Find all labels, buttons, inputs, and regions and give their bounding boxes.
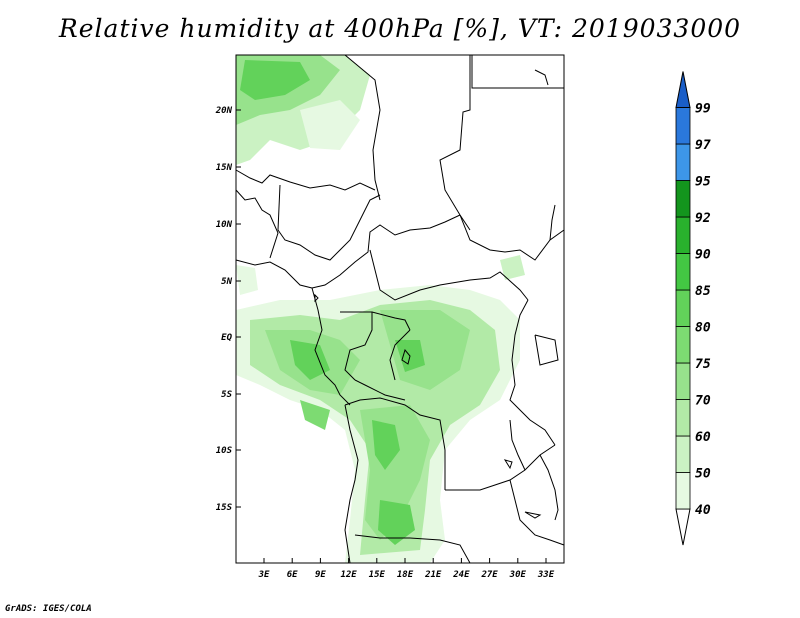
colorbar-label: 85 (695, 284, 711, 299)
lat-tick-label: EQ (221, 333, 232, 343)
colorbar-segment (675, 180, 691, 218)
lon-tick-label: 27E (480, 570, 498, 580)
colorbar-label: 99 (695, 102, 711, 117)
colorbar-segment (675, 216, 691, 254)
colorbar: 40 50 60 70 75 80 85 90 92 95 97 99 (675, 71, 711, 546)
colorbar-label: 60 (695, 430, 711, 445)
colorbar-segment (675, 362, 691, 400)
colorbar-label: 40 (695, 503, 711, 518)
map-panel (235, 54, 565, 564)
lat-tick-label: 10S (216, 446, 233, 456)
colorbar-segment (675, 472, 691, 510)
lon-tick-label: 33E (537, 570, 555, 580)
colorbar-label: 95 (695, 175, 711, 190)
lon-tick-label: 21E (424, 570, 442, 580)
colorbar-label: 97 (695, 138, 711, 153)
colorbar-label: 50 (695, 467, 711, 482)
lon-tick-label: 3E (258, 570, 270, 580)
colorbar-label: 70 (695, 394, 711, 409)
lat-tick-label: 20N (215, 106, 233, 116)
lon-tick-label: 30E (509, 570, 527, 580)
country-borders (235, 54, 565, 564)
colorbar-segment (675, 289, 691, 327)
colorbar-segment (675, 399, 691, 437)
longitude-axis: 3E 6E 9E 12E 15E 18E 21E 24E 27E 30E 33E (258, 558, 555, 580)
colorbar-segment (675, 326, 691, 364)
lon-tick-label: 24E (452, 570, 470, 580)
colorbar-label: 80 (695, 321, 711, 336)
lat-tick-label: 15N (216, 163, 233, 173)
colorbar-segment (675, 253, 691, 291)
colorbar-label: 75 (695, 357, 711, 372)
colorbar-segment (675, 143, 691, 181)
lon-tick-label: 6E (287, 570, 298, 580)
lon-tick-label: 9E (315, 570, 326, 580)
colorbar-label: 90 (695, 248, 711, 263)
colorbar-segment (675, 435, 691, 473)
colorbar-upper-arrow (675, 71, 691, 108)
lon-tick-label: 12E (340, 570, 357, 580)
colorbar-segment (675, 107, 691, 145)
lat-tick-label: 15S (216, 503, 233, 513)
lat-tick-label: 5N (221, 277, 232, 287)
lat-tick-label: 10N (216, 220, 233, 230)
lon-tick-label: 18E (397, 570, 414, 580)
credit-label: GrADS: IGES/COLA (5, 604, 92, 614)
colorbar-lower-arrow (675, 508, 691, 546)
lakes (314, 293, 542, 519)
lat-tick-label: 5S (221, 390, 232, 400)
humidity-shading (236, 55, 525, 563)
chart-title: Relative humidity at 400hPa [%], VT: 201… (58, 14, 742, 43)
latitude-axis: 20N 15N 10N 5N EQ 5S 10S 15S (215, 106, 241, 513)
colorbar-label: 92 (695, 211, 711, 226)
lon-tick-label: 15E (369, 570, 386, 580)
